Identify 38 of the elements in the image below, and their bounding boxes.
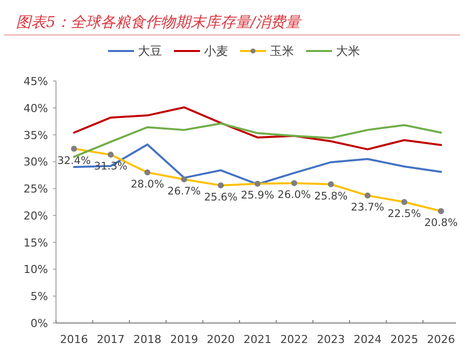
y-tick-label: 15%	[24, 236, 48, 250]
x-tick-label: 2019	[170, 333, 198, 346]
y-tick-label: 45%	[24, 75, 48, 88]
y-tick-label: 5%	[30, 290, 48, 304]
data-label: 22.5%	[388, 208, 421, 220]
data-label: 25.6%	[204, 191, 238, 204]
y-tick-label: 30%	[24, 156, 48, 169]
x-tick-label: 2026	[427, 333, 455, 346]
x-tick-label: 2020	[206, 333, 235, 346]
data-label: 26.0%	[278, 189, 311, 202]
data-label: 32.4%	[57, 154, 91, 167]
x-tick-label: 2024	[354, 333, 382, 346]
line-series	[73, 122, 442, 158]
chart-title: 图表5：全球各粮食作物期末库存量/消费量	[16, 13, 303, 31]
x-tick-label: 2017	[96, 333, 125, 346]
data-label: 25.8%	[314, 190, 348, 202]
data-label: 28.0%	[130, 178, 164, 190]
legend-label: 小麦	[204, 44, 228, 58]
x-tick-label: 2025	[390, 333, 418, 346]
y-tick-label: 40%	[24, 102, 48, 115]
y-tick-label: 25%	[24, 182, 48, 196]
line-series	[73, 106, 442, 150]
x-tick-label: 2021	[244, 333, 272, 346]
legend-label: 大豆	[138, 44, 162, 58]
y-tick-label: 20%	[24, 209, 48, 222]
y-tick-label: 0%	[30, 317, 48, 330]
x-tick-label: 2022	[280, 333, 308, 346]
x-tick-label: 2016	[60, 333, 88, 346]
legend-label: 大米	[336, 44, 360, 58]
x-tick-label: 2018	[133, 333, 162, 346]
legend-label: 玉米	[270, 44, 294, 58]
x-tick-label: 2023	[316, 333, 345, 346]
y-tick-label: 10%	[24, 263, 48, 276]
data-label: 23.7%	[350, 202, 384, 214]
y-tick-label: 35%	[24, 128, 48, 142]
data-label: 26.7%	[167, 185, 201, 198]
data-label: 25.9%	[240, 190, 274, 202]
data-label: 20.8%	[424, 217, 458, 230]
